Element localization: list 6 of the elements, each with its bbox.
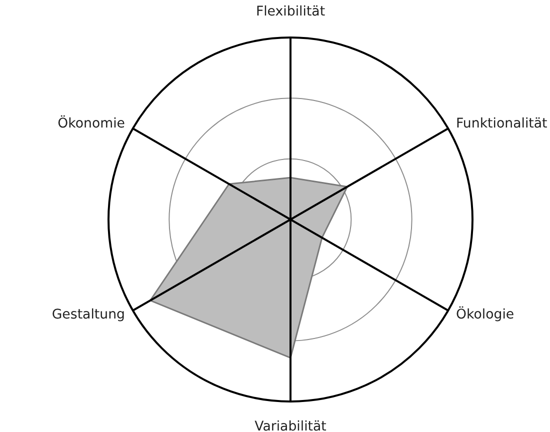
spoke-label: Funktionalität [456,116,548,132]
spoke-label: Variabilität [254,420,326,432]
spoke-label: Gestaltung [52,308,126,323]
spoke-label: Ökologie [456,306,514,323]
spoke-label: Ökonomie [58,114,126,132]
spoke-label: Flexibilität [256,4,326,20]
